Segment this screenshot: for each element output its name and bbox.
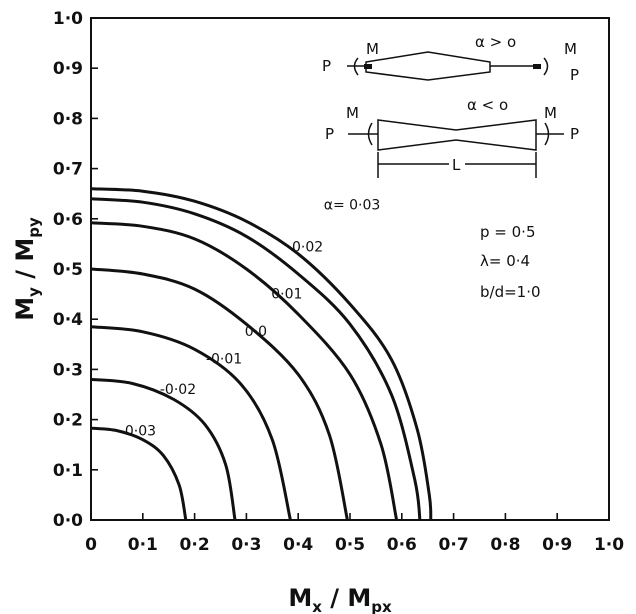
curve-label: -0·03: [120, 424, 156, 440]
right-moment-arc-top: [543, 57, 549, 76]
alpha-negative-label: α < o: [467, 96, 508, 114]
x-tick-label: 0·6: [387, 535, 417, 555]
x-tick-label: 0·5: [335, 535, 365, 555]
right-moment-arc-bottom: [544, 122, 550, 146]
interaction-curve: [90, 221, 399, 521]
curve-label: 0·0: [245, 324, 267, 340]
m-label-bottom-left: M: [346, 104, 359, 122]
m-label-top-right: M: [564, 40, 577, 58]
tapered-member-bulged: [365, 51, 491, 81]
y-tick-label: 0·5: [53, 260, 83, 280]
x-tick-label: 0·3: [231, 535, 261, 555]
x-tick-label: 0·2: [180, 535, 210, 555]
alpha-positive-label: α > o: [475, 33, 516, 51]
m-label-bottom-right: M: [544, 104, 557, 122]
y-tick-label: 0·8: [53, 109, 83, 129]
curve-label: 0·01: [271, 287, 302, 303]
y-tick-label: 1·0: [53, 9, 83, 29]
x-tick-label: 0: [85, 535, 97, 555]
interaction-curve: [90, 197, 422, 521]
x-tick-label: 0·9: [542, 535, 572, 555]
curve-label: -0·01: [206, 351, 242, 367]
left-connector-top: [364, 64, 372, 69]
y-tick-label: 0·1: [53, 461, 83, 481]
y-tick-label: 0·9: [53, 59, 83, 79]
y-tick-label: 0·7: [53, 160, 83, 180]
interaction-curve: [90, 267, 349, 521]
interaction-curve: [90, 426, 188, 521]
x-tick-label: 0·4: [283, 535, 313, 555]
y-tick-label: 0·4: [53, 310, 83, 330]
curve-label: 0·02: [292, 239, 323, 255]
right-connector-top: [533, 64, 541, 69]
y-axis-label: My / Mpy: [11, 217, 43, 321]
interaction-curve: [90, 325, 292, 521]
y-tick-label: 0·6: [53, 210, 83, 230]
param-p: p = 0·5: [480, 223, 535, 241]
p-label-top-left: P: [322, 57, 331, 75]
x-tick-label: 0·1: [128, 535, 158, 555]
plot-frame: [90, 17, 610, 521]
x-axis-label: Mx / Mpx: [288, 584, 392, 614]
left-moment-arc-bottom: [367, 122, 373, 146]
p-label-top-right: P: [570, 66, 579, 84]
x-tick-label: 0·8: [490, 535, 520, 555]
length-label: L: [452, 156, 461, 174]
beam-inset: P M M P α > o P M M P α < o L: [322, 33, 579, 178]
left-moment-arc-top: [353, 57, 359, 76]
curve-label: -0·02: [160, 382, 196, 398]
x-tick-label: 1·0: [594, 535, 624, 555]
x-tick-label: 0·7: [439, 535, 469, 555]
y-tick-label: 0·2: [53, 411, 83, 431]
interaction-curve: [90, 377, 237, 521]
m-label-top-left: M: [366, 40, 379, 58]
tapered-member-necked: [377, 119, 537, 151]
curve-label: α= 0·03: [324, 197, 381, 213]
param-bd: b/d=1·0: [480, 283, 541, 301]
y-tick-label: 0·0: [53, 511, 83, 531]
interaction-curve: [90, 187, 433, 521]
param-lambda: λ= 0·4: [480, 252, 530, 270]
y-tick-label: 0·3: [53, 360, 83, 380]
p-label-bottom-right: P: [570, 125, 579, 143]
p-label-bottom-left: P: [325, 125, 334, 143]
